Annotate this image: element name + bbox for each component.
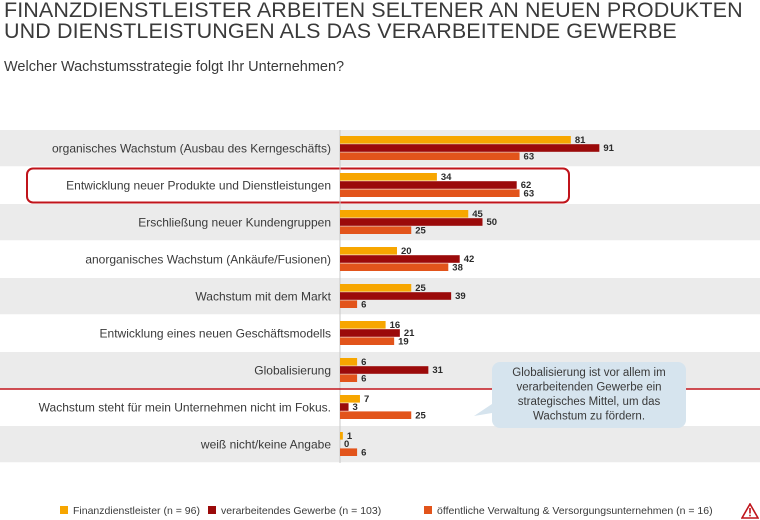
row-background	[0, 426, 760, 463]
legend-swatch	[60, 506, 68, 514]
legend-item: öffentliche Verwaltung & Versorgungsunte…	[424, 505, 713, 517]
category-label: Wachstum steht für mein Unternehmen nich…	[39, 401, 331, 415]
legend-label: verarbeitendes Gewerbe (n = 103)	[221, 505, 382, 517]
data-label: 38	[452, 262, 463, 273]
legend-label: öffentliche Verwaltung & Versorgungsunte…	[437, 505, 713, 517]
page-title: FINANZDIENSTLEISTER ARBEITEN SELTENER AN…	[4, 0, 743, 43]
highlight-box	[26, 167, 570, 204]
data-label: 1	[347, 431, 353, 442]
category-label: weiß nicht/keine Angabe	[200, 438, 331, 452]
bar-chart: organisches Wachstum (Ausbau des Kernges…	[0, 130, 760, 464]
data-label: 3	[353, 402, 358, 413]
data-label: 50	[487, 217, 498, 228]
bar	[340, 395, 360, 403]
warning-icon	[741, 503, 759, 519]
data-label: 20	[401, 246, 412, 257]
callout-text: verarbeitenden Gewerbe ein	[516, 382, 661, 394]
bar	[340, 448, 358, 456]
category-label: anorganisches Wachstum (Ankäufe/Fusionen…	[85, 253, 331, 267]
bar	[340, 136, 571, 144]
data-label: 6	[361, 357, 366, 368]
data-label: 16	[390, 320, 401, 331]
callout-text: Globalisierung ist vor allem im	[512, 367, 665, 379]
data-label: 34	[441, 172, 452, 183]
data-label: 6	[361, 373, 366, 384]
bar	[340, 358, 358, 366]
bar	[340, 210, 469, 218]
data-label: 7	[364, 394, 369, 405]
data-label: 31	[432, 365, 443, 376]
category-label: Entwicklung neuer Produkte und Dienstlei…	[66, 179, 331, 193]
bar	[340, 263, 449, 271]
data-label: 0	[344, 439, 349, 450]
bar	[340, 181, 517, 189]
data-label: 63	[524, 188, 535, 199]
legend-swatch	[208, 506, 216, 514]
category-label: Erschließung neuer Kundengruppen	[138, 216, 331, 230]
callout-box	[492, 362, 686, 428]
data-label: 81	[575, 135, 586, 146]
bar	[340, 152, 520, 160]
bar	[340, 321, 386, 329]
bar	[340, 337, 395, 345]
bar	[340, 226, 412, 234]
data-label: 45	[472, 209, 483, 220]
bar	[340, 374, 358, 382]
data-label: 6	[361, 447, 366, 458]
legend-swatch	[424, 506, 432, 514]
data-label: 63	[524, 151, 535, 162]
bar	[340, 432, 343, 440]
callout-text: Wachstum zu fördern.	[533, 411, 645, 423]
legend-item: Finanzdienstleister (n = 96)	[60, 505, 200, 517]
data-label: 19	[398, 336, 409, 347]
category-label: organisches Wachstum (Ausbau des Kernges…	[52, 142, 331, 156]
data-label: 42	[464, 254, 475, 265]
data-label: 91	[603, 143, 614, 154]
data-label: 21	[404, 328, 415, 339]
bar	[340, 173, 437, 181]
bar	[340, 144, 600, 152]
bar	[340, 403, 349, 411]
data-label: 25	[415, 225, 426, 236]
bar	[340, 255, 460, 263]
data-label: 25	[415, 283, 426, 294]
bar	[340, 284, 412, 292]
legend-label: Finanzdienstleister (n = 96)	[73, 505, 200, 517]
bar	[340, 366, 429, 374]
data-label: 62	[521, 180, 532, 191]
bar	[340, 411, 412, 419]
data-label: 25	[415, 410, 426, 421]
legend-item: verarbeitendes Gewerbe (n = 103)	[208, 505, 381, 517]
bar	[340, 218, 483, 226]
category-label: Entwicklung eines neuen Geschäftsmodells	[100, 327, 331, 341]
data-label: 39	[455, 291, 466, 302]
chart-subtitle: Welcher Wachstumsstrategie folgt Ihr Unt…	[4, 59, 345, 75]
category-label: Wachstum mit dem Markt	[195, 290, 331, 304]
bar	[340, 329, 400, 337]
data-label: 6	[361, 299, 366, 310]
bar	[340, 292, 452, 300]
bar	[340, 300, 358, 308]
callout-text: strategisches Mittel, um das	[518, 396, 661, 408]
bar	[340, 247, 397, 255]
category-label: Globalisierung	[254, 364, 331, 378]
bar	[340, 189, 520, 197]
